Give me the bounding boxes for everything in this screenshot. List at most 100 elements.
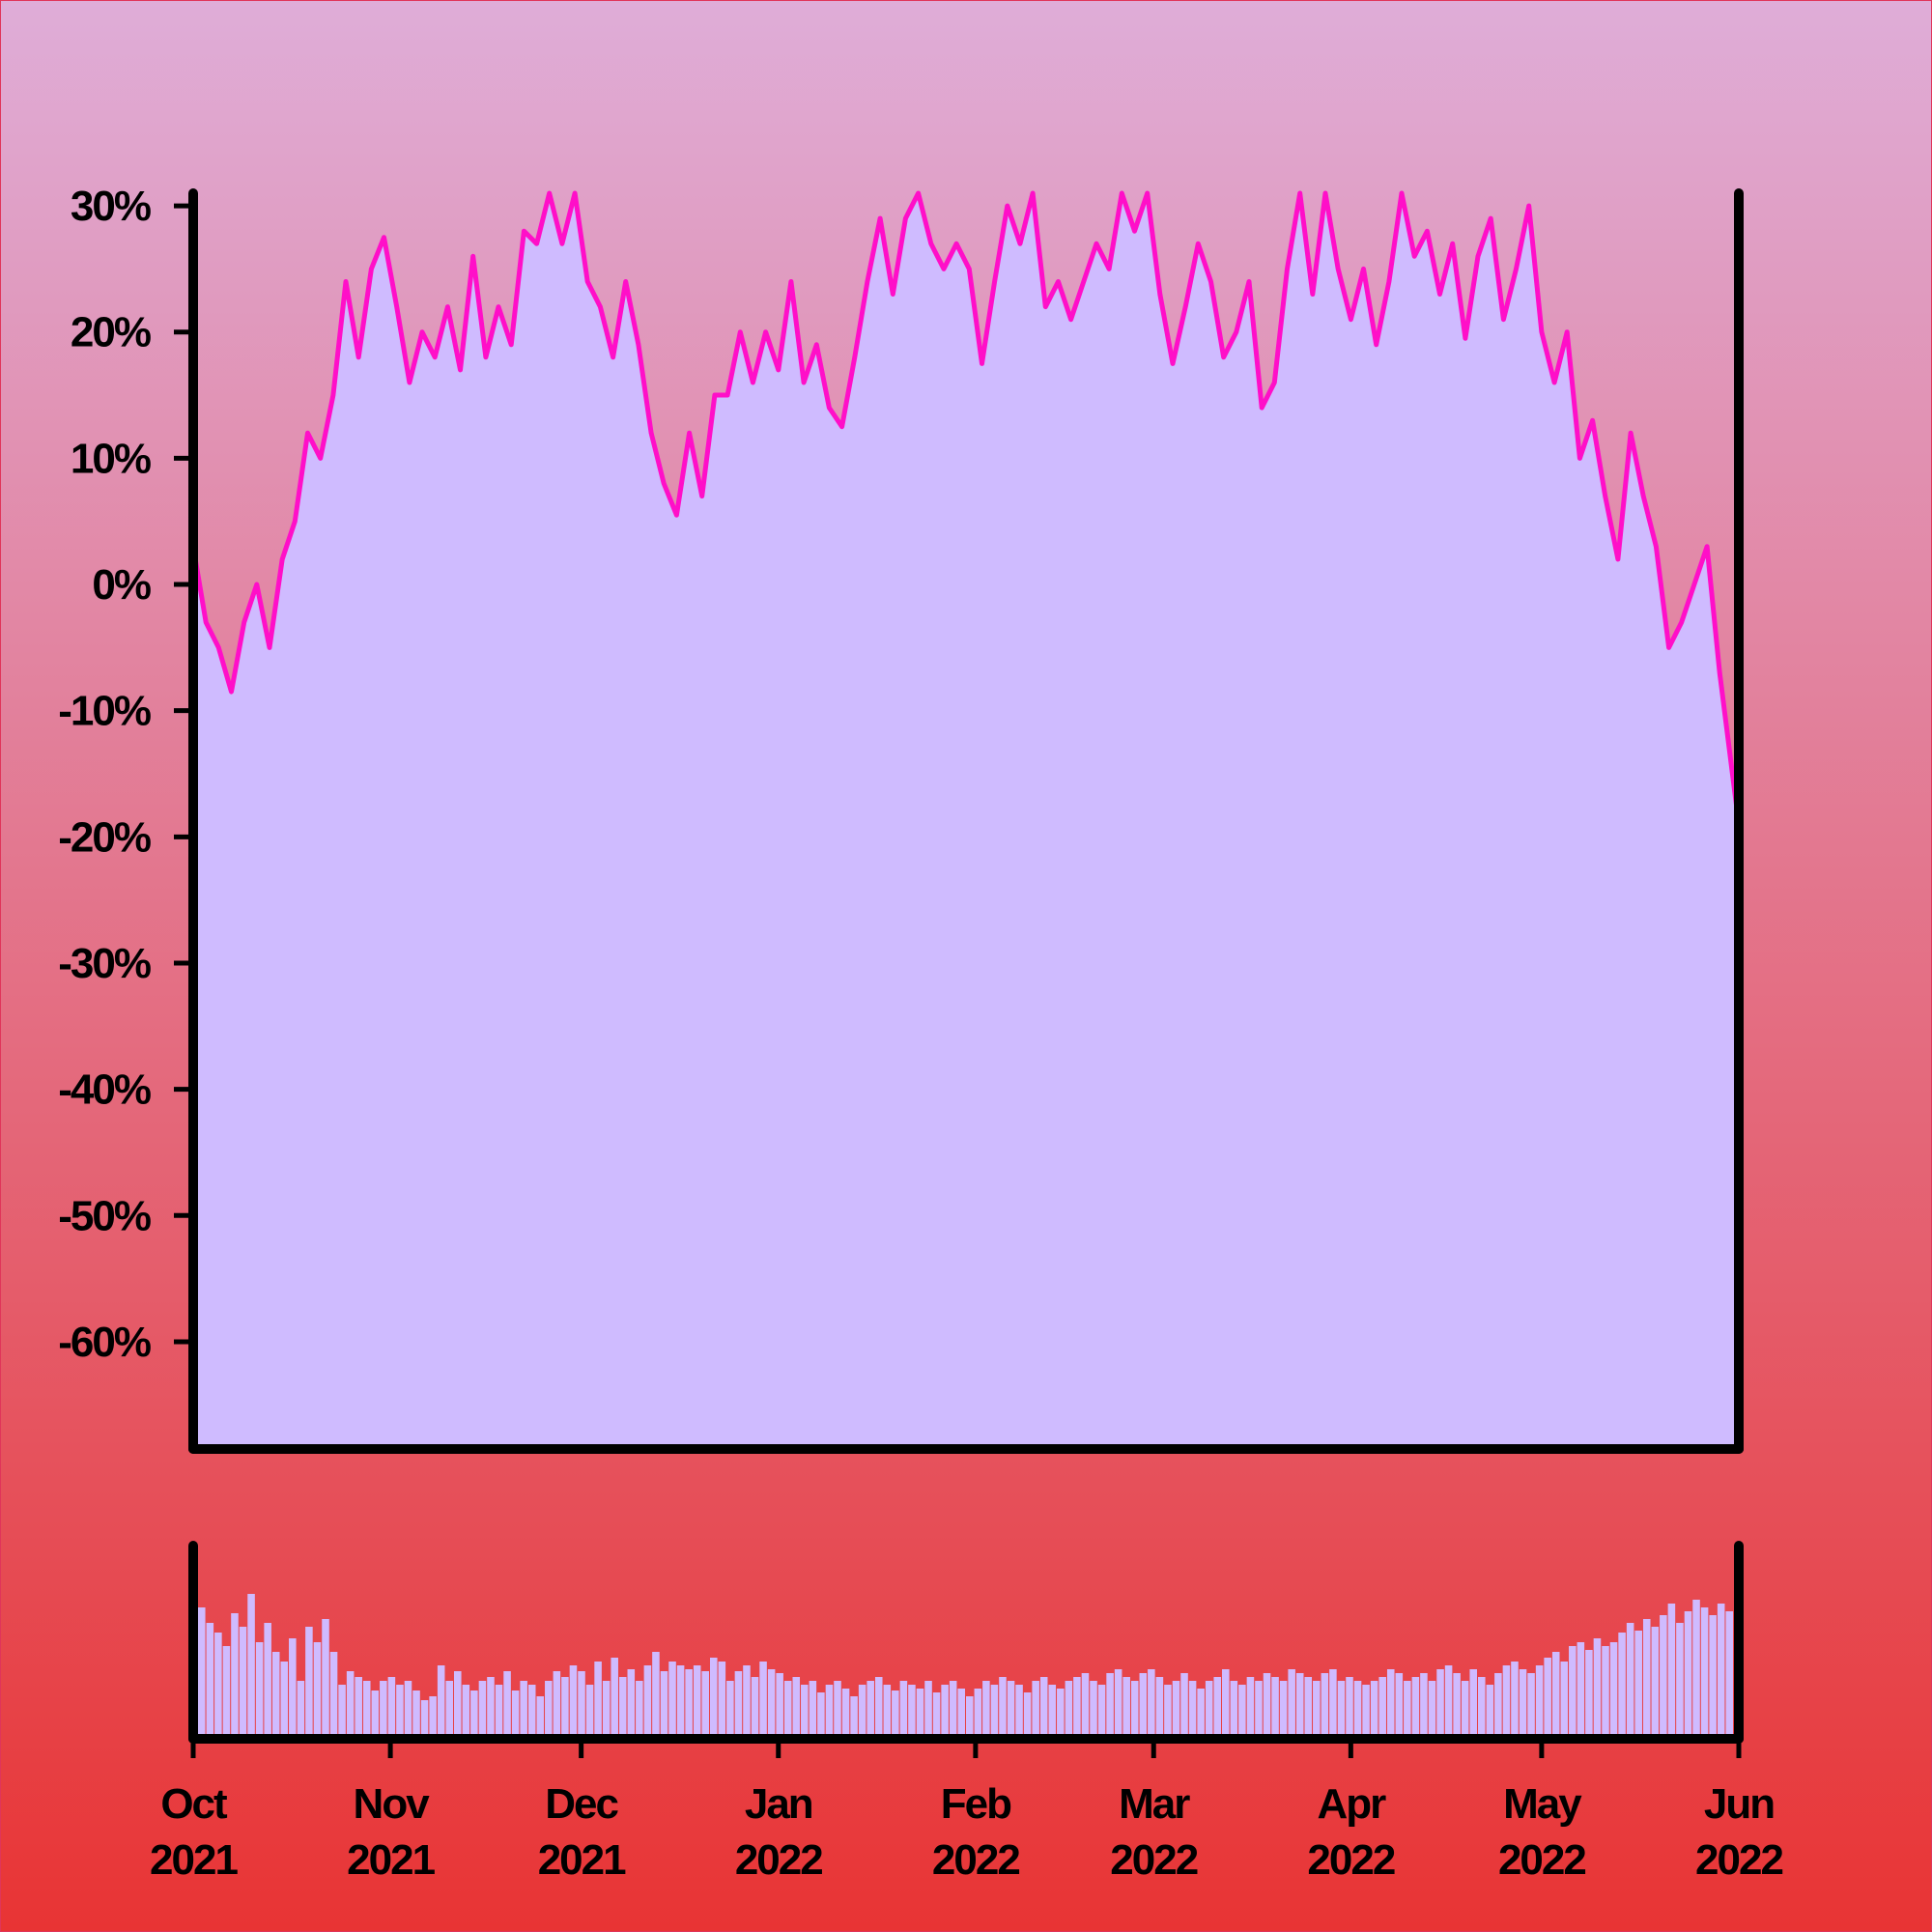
x-tick-label-line: 2022 (1695, 1836, 1782, 1884)
volume-bar (420, 1700, 429, 1739)
volume-bar (834, 1681, 841, 1739)
volume-bar (776, 1673, 783, 1739)
volume-bar (346, 1671, 355, 1739)
volume-bar (445, 1681, 453, 1739)
volume-bar (1700, 1607, 1709, 1739)
volume-bar (338, 1685, 346, 1739)
volume-bar (685, 1669, 693, 1739)
price-line (190, 190, 1742, 825)
y-tick-label: 20% (71, 309, 151, 356)
volume-bar (974, 1689, 982, 1739)
volume-bar (841, 1689, 850, 1739)
volume-bars (198, 1594, 1733, 1739)
volume-bar (1593, 1638, 1602, 1739)
volume-bar (569, 1665, 578, 1739)
x-tick-label: Nov 2021 (347, 1780, 435, 1884)
volume-bar (437, 1665, 445, 1739)
volume-bar (660, 1671, 668, 1739)
x-tick-label-line: 2021 (538, 1836, 626, 1884)
volume-bar (1609, 1642, 1618, 1739)
volume-bar (643, 1665, 652, 1739)
volume-bar (322, 1619, 329, 1739)
volume-bar (264, 1623, 271, 1739)
volume-bar (1048, 1685, 1057, 1739)
volume-bar (462, 1685, 470, 1739)
volume-bar (1660, 1615, 1667, 1739)
volume-bar (1444, 1665, 1453, 1739)
x-tick-label-line: Jan (745, 1780, 812, 1828)
volume-bar (297, 1681, 305, 1739)
volume-bar (858, 1685, 867, 1739)
volume-bar (1271, 1677, 1279, 1739)
y-tick-label: -40% (58, 1066, 151, 1114)
volume-bar (1502, 1665, 1511, 1739)
volume-bar (1057, 1689, 1065, 1739)
volume-bar (206, 1623, 214, 1739)
volume-bar (520, 1681, 527, 1739)
volume-bar (817, 1692, 825, 1739)
x-tick-label-line: 2021 (347, 1836, 435, 1884)
volume-bar (1255, 1681, 1263, 1739)
volume-bar (1420, 1673, 1428, 1739)
volume-bar (1436, 1669, 1444, 1739)
volume-bar (380, 1681, 387, 1739)
y-tick-label: -20% (58, 813, 151, 861)
x-tick-label-line: Jun (1704, 1780, 1774, 1828)
volume-bar (1065, 1681, 1073, 1739)
x-tick-label-line: Mar (1119, 1780, 1190, 1828)
volume-bar (222, 1646, 231, 1739)
y-tick-label: 10% (71, 435, 151, 482)
volume-bar (1230, 1681, 1238, 1739)
volume-bar (280, 1662, 289, 1739)
volume-bar (1321, 1673, 1329, 1739)
x-tick-label-line: Dec (545, 1780, 618, 1828)
volume-bar (255, 1642, 264, 1739)
volume-bar (892, 1690, 899, 1739)
volume-bar (1667, 1604, 1676, 1739)
volume-bar (1527, 1673, 1535, 1739)
volume-bar (710, 1658, 718, 1739)
volume-bar (751, 1677, 759, 1739)
price-panel: 30% 20% 10% 0% -10% -20% -30% -40% -50% -60% (58, 183, 1744, 1454)
volume-bar (371, 1690, 380, 1739)
volume-bar (271, 1652, 280, 1739)
x-tick-label: Mar 2022 (1110, 1780, 1197, 1884)
volume-bar (726, 1681, 734, 1739)
volume-bar (652, 1652, 660, 1739)
x-tick-label: Feb 2022 (932, 1780, 1019, 1884)
volume-bar (949, 1681, 957, 1739)
volume-bar (1279, 1681, 1288, 1739)
volume-bar (1122, 1677, 1130, 1739)
volume-bar (966, 1696, 974, 1739)
y-tick-label: 30% (71, 183, 151, 230)
y-axis: 30% 20% 10% 0% -10% -20% -30% -40% -50% -60% (58, 183, 193, 1366)
x-tick-label-line: 2022 (932, 1836, 1019, 1884)
volume-bar (1007, 1681, 1015, 1739)
volume-bar (1288, 1669, 1295, 1739)
x-tick-label: Oct 2021 (150, 1780, 238, 1884)
y-tick-label: -10% (58, 688, 151, 735)
volume-bar (1106, 1673, 1114, 1739)
volume-bar (511, 1690, 520, 1739)
volume-bar (454, 1671, 462, 1739)
volume-bar (1238, 1685, 1246, 1739)
volume-bar (1676, 1623, 1684, 1739)
volume-bar (1519, 1669, 1527, 1739)
x-tick-label: Dec 2021 (538, 1780, 626, 1884)
volume-bar (1164, 1685, 1172, 1739)
volume-bar (1263, 1673, 1271, 1739)
volume-bar (999, 1677, 1007, 1739)
volume-bar (1329, 1669, 1337, 1739)
y-tick-label: -50% (58, 1192, 151, 1239)
volume-bar (1378, 1677, 1386, 1739)
volume-bar (1097, 1685, 1106, 1739)
volume-bar (743, 1665, 751, 1739)
x-tick-label-line: 2022 (1307, 1836, 1394, 1884)
volume-bar (957, 1689, 965, 1739)
volume-frame (188, 1541, 1744, 1744)
volume-bar (1486, 1685, 1494, 1739)
x-tick-label-line: 2022 (735, 1836, 822, 1884)
volume-bar (1222, 1669, 1230, 1739)
volume-bar (1313, 1681, 1321, 1739)
